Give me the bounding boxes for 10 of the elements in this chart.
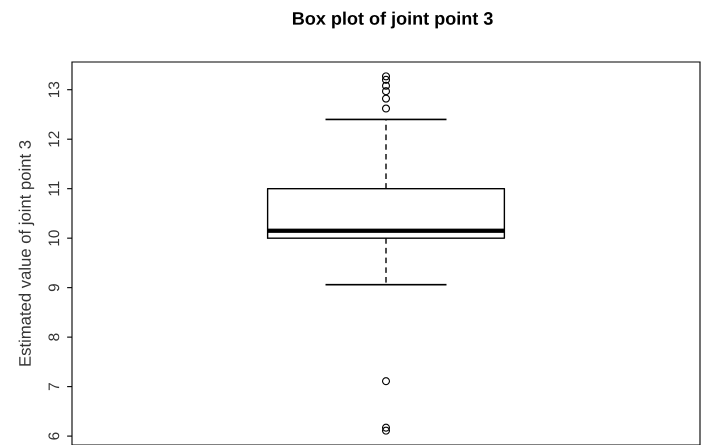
- y-tick-label: 8: [48, 334, 60, 341]
- y-tick-label: 10: [48, 230, 60, 246]
- y-tick-label: 12: [48, 131, 60, 147]
- y-tick-label: 9: [48, 284, 60, 292]
- y-tick-label: 11: [48, 181, 60, 196]
- y-axis-title: Estimated value of joint point 3: [18, 140, 34, 366]
- y-tick-label: 6: [48, 432, 60, 440]
- chart-title: Box plot of joint point 3: [292, 12, 493, 28]
- y-tick-label: 7: [48, 383, 60, 390]
- y-tick-label: 13: [48, 82, 60, 98]
